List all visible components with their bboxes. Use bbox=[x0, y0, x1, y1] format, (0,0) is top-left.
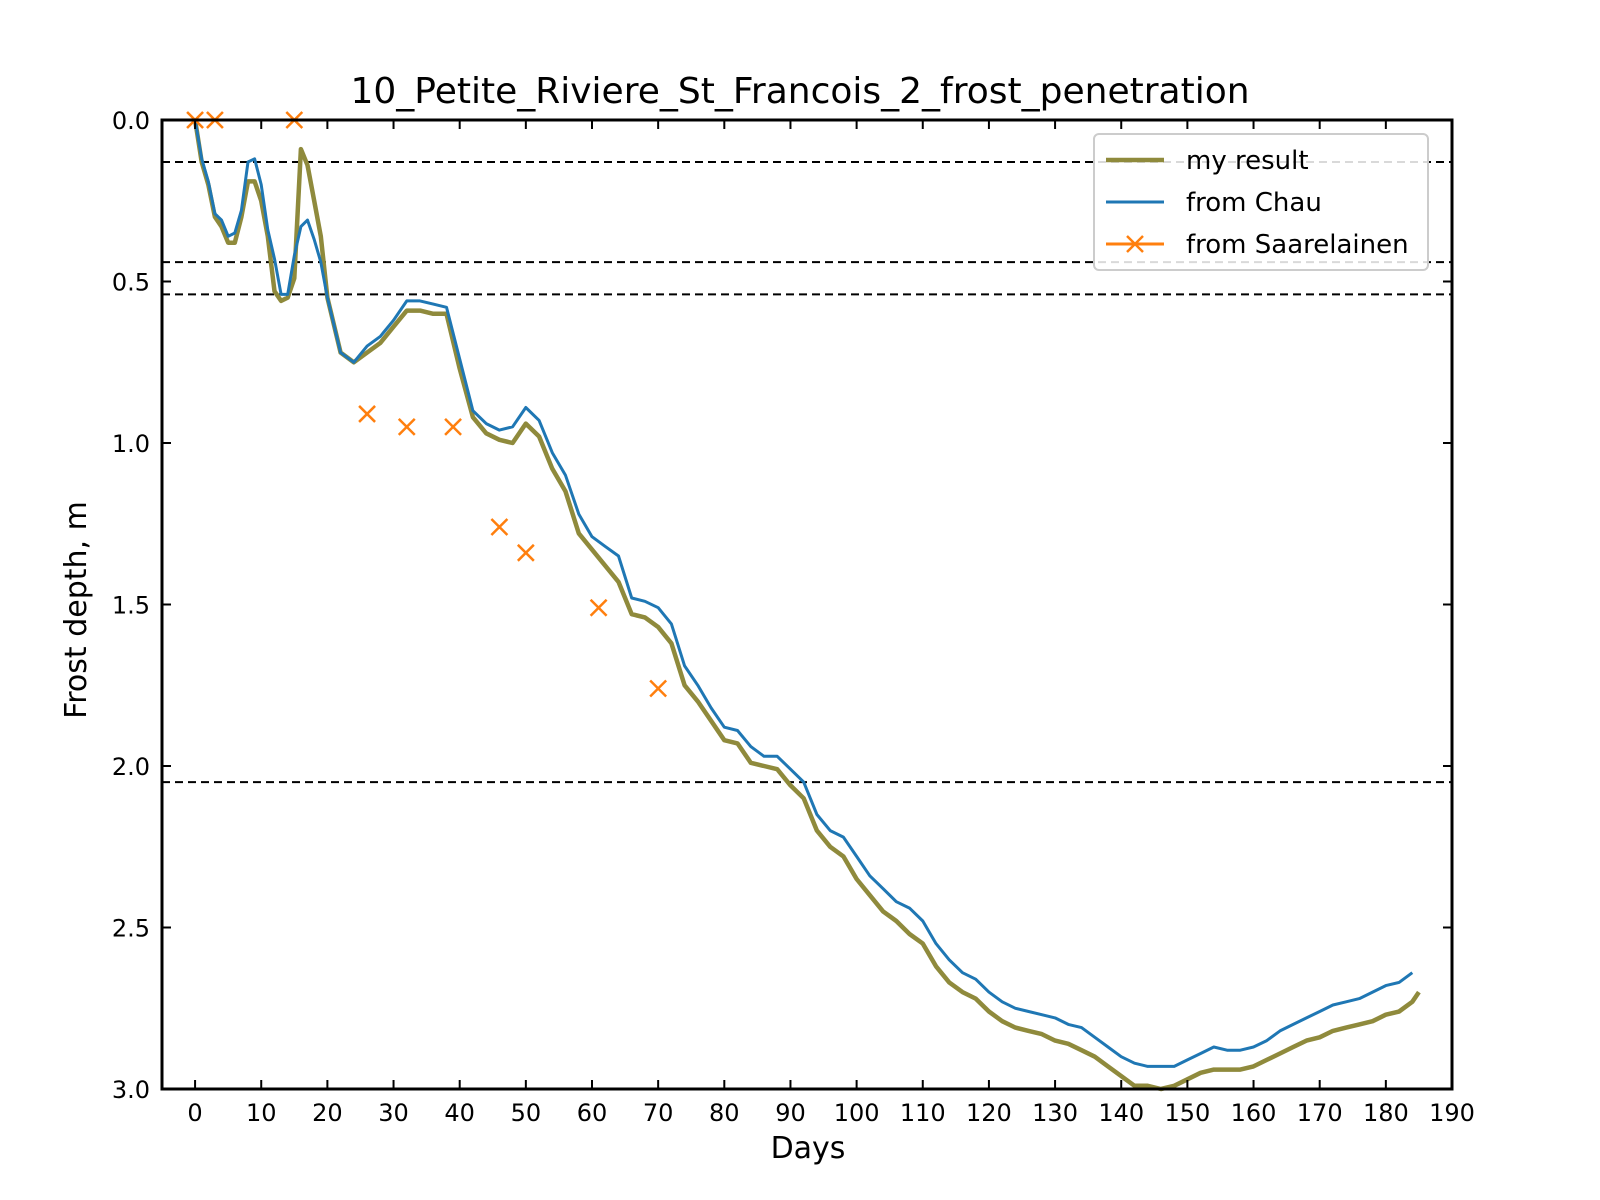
data-point-saarelainen bbox=[516, 543, 535, 562]
legend-label: my result bbox=[1186, 146, 1309, 176]
legend-entry-0: my result bbox=[1106, 146, 1309, 176]
y-tick-label: 1.0 bbox=[112, 430, 150, 458]
data-point-saarelainen bbox=[444, 417, 462, 436]
data-point-saarelainen bbox=[397, 417, 416, 436]
x-tick-label: 190 bbox=[1429, 1099, 1475, 1127]
data-point-saarelainen bbox=[649, 679, 668, 698]
x-tick-label: 10 bbox=[246, 1099, 277, 1127]
x-tick-label: 40 bbox=[444, 1099, 475, 1127]
legend-label: from Saarelainen bbox=[1186, 230, 1409, 260]
series-line-0 bbox=[192, 119, 1421, 1092]
y-tick-label: 3.0 bbox=[112, 1076, 150, 1104]
legend-label: from Chau bbox=[1186, 188, 1322, 218]
x-tick-label: 150 bbox=[1164, 1099, 1210, 1127]
data-point-saarelainen bbox=[490, 518, 509, 536]
y-tick-label: 0.0 bbox=[112, 107, 150, 135]
x-tick-label: 130 bbox=[1032, 1099, 1078, 1127]
x-axis-label: Days bbox=[771, 1131, 846, 1166]
x-tick-label: 80 bbox=[709, 1099, 740, 1127]
x-tick-label: 90 bbox=[775, 1099, 806, 1127]
x-tick-label: 20 bbox=[312, 1099, 343, 1127]
x-tick-label: 110 bbox=[900, 1099, 946, 1127]
x-tick-label: 160 bbox=[1231, 1099, 1277, 1127]
y-tick-label: 0.5 bbox=[112, 269, 150, 297]
x-tick-label: 0 bbox=[187, 1099, 202, 1127]
x-tick-label: 120 bbox=[966, 1099, 1012, 1127]
legend-entry-1: from Chau bbox=[1106, 188, 1322, 218]
legend: my result from Chau from Saarelainen bbox=[1093, 133, 1429, 271]
chart-title: 10_Petite_Riviere_St_Francois_2_frost_pe… bbox=[350, 71, 1249, 112]
legend-entry-2: from Saarelainen bbox=[1106, 230, 1409, 260]
y-tick-label: 1.5 bbox=[112, 592, 150, 620]
y-tick-label: 2.0 bbox=[112, 753, 150, 781]
x-tick-label: 100 bbox=[834, 1099, 880, 1127]
axis-ticks: 0 10 20 30 40 50 60 70 80 90 100 110 120 130 140 150 160… bbox=[112, 107, 1475, 1127]
reference-lines bbox=[162, 160, 1452, 784]
data-point-saarelainen bbox=[589, 598, 608, 617]
x-tick-label: 180 bbox=[1363, 1099, 1409, 1127]
x-tick-label: 60 bbox=[577, 1099, 608, 1127]
x-tick-label: 170 bbox=[1297, 1099, 1343, 1127]
x-tick-label: 50 bbox=[511, 1099, 542, 1127]
series-line-1 bbox=[193, 119, 1414, 1068]
x-tick-label: 30 bbox=[378, 1099, 409, 1127]
legend-box bbox=[1093, 133, 1429, 271]
legend-marker bbox=[1126, 235, 1144, 253]
y-tick-label: 2.5 bbox=[112, 915, 150, 943]
x-tick-label: 70 bbox=[643, 1099, 674, 1127]
y-axis-label: Frost depth, m bbox=[59, 501, 94, 719]
x-tick-label: 140 bbox=[1098, 1099, 1144, 1127]
data-point-saarelainen bbox=[358, 405, 376, 423]
